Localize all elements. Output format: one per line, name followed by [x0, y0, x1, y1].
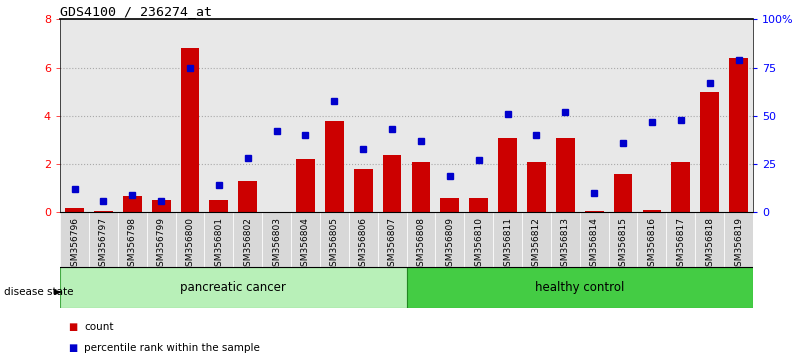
Bar — [320, 212, 348, 267]
Bar — [233, 212, 262, 267]
Bar — [175, 212, 204, 267]
Bar — [493, 212, 522, 267]
Bar — [585, 211, 603, 212]
Text: percentile rank within the sample: percentile rank within the sample — [84, 343, 260, 353]
Bar — [638, 212, 666, 267]
Bar — [609, 212, 638, 267]
Bar — [94, 211, 113, 212]
Text: GSM356810: GSM356810 — [474, 217, 483, 272]
Text: GSM356816: GSM356816 — [647, 217, 656, 272]
Bar — [695, 212, 724, 267]
Bar — [296, 159, 315, 212]
Bar — [262, 212, 291, 267]
Bar — [147, 212, 175, 267]
Text: GSM356808: GSM356808 — [417, 217, 425, 272]
Bar — [383, 154, 401, 212]
Bar — [412, 162, 430, 212]
Text: GSM356806: GSM356806 — [359, 217, 368, 272]
Text: GSM356819: GSM356819 — [734, 217, 743, 272]
Bar — [291, 212, 320, 267]
Text: GSM356811: GSM356811 — [503, 217, 512, 272]
Bar — [642, 210, 662, 212]
Bar — [239, 181, 257, 212]
Bar — [527, 162, 545, 212]
Bar — [406, 267, 753, 308]
Bar — [89, 212, 118, 267]
Bar — [60, 267, 406, 308]
Text: GSM356799: GSM356799 — [157, 217, 166, 272]
Bar — [210, 200, 228, 212]
Text: GSM356805: GSM356805 — [330, 217, 339, 272]
Text: GSM356809: GSM356809 — [445, 217, 454, 272]
Text: GSM356798: GSM356798 — [127, 217, 137, 272]
Text: count: count — [84, 322, 114, 332]
Text: healthy control: healthy control — [535, 281, 625, 294]
Text: GSM356807: GSM356807 — [388, 217, 396, 272]
Text: GSM356800: GSM356800 — [186, 217, 195, 272]
Bar — [325, 121, 344, 212]
Bar — [377, 212, 406, 267]
Text: GSM356818: GSM356818 — [705, 217, 714, 272]
Bar — [123, 195, 142, 212]
Bar — [441, 198, 459, 212]
Bar — [406, 212, 436, 267]
Bar — [65, 207, 84, 212]
Bar — [729, 58, 748, 212]
Bar — [60, 212, 89, 267]
Bar — [180, 48, 199, 212]
Text: ■: ■ — [68, 343, 78, 353]
Bar — [556, 138, 574, 212]
Text: GSM356802: GSM356802 — [244, 217, 252, 272]
Text: ►: ► — [54, 287, 63, 297]
Text: GSM356814: GSM356814 — [590, 217, 598, 272]
Bar — [151, 200, 171, 212]
Text: GSM356796: GSM356796 — [70, 217, 79, 272]
Bar — [724, 212, 753, 267]
Bar — [580, 212, 609, 267]
Bar — [469, 198, 488, 212]
Bar — [551, 212, 580, 267]
Bar — [614, 174, 633, 212]
Text: GSM356803: GSM356803 — [272, 217, 281, 272]
Text: disease state: disease state — [4, 287, 74, 297]
Bar — [498, 138, 517, 212]
Text: GDS4100 / 236274_at: GDS4100 / 236274_at — [60, 5, 212, 18]
Text: pancreatic cancer: pancreatic cancer — [180, 281, 286, 294]
Bar — [666, 212, 695, 267]
Text: GSM356804: GSM356804 — [301, 217, 310, 272]
Bar — [700, 92, 719, 212]
Text: GSM356801: GSM356801 — [215, 217, 223, 272]
Bar — [348, 212, 377, 267]
Bar — [465, 212, 493, 267]
Text: GSM356817: GSM356817 — [676, 217, 686, 272]
Text: GSM356797: GSM356797 — [99, 217, 108, 272]
Bar — [436, 212, 465, 267]
Bar — [204, 212, 233, 267]
Text: GSM356815: GSM356815 — [618, 217, 627, 272]
Text: GSM356812: GSM356812 — [532, 217, 541, 272]
Bar — [522, 212, 551, 267]
Bar — [671, 162, 690, 212]
Bar — [354, 169, 372, 212]
Bar — [118, 212, 147, 267]
Text: ■: ■ — [68, 322, 78, 332]
Text: GSM356813: GSM356813 — [561, 217, 570, 272]
